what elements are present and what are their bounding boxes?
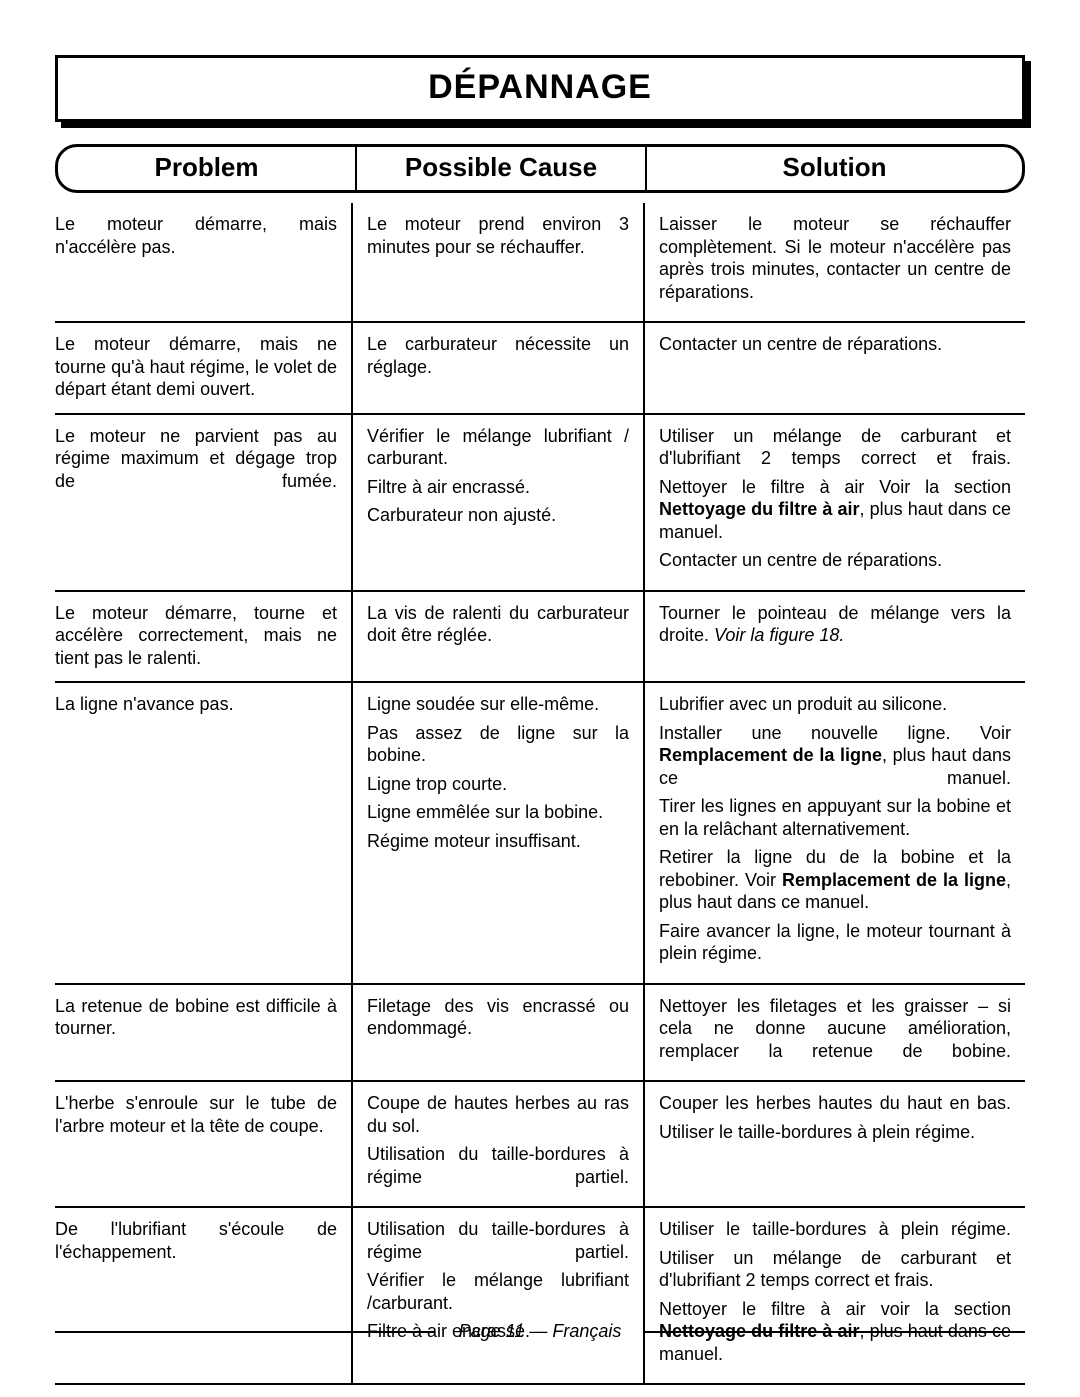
troubleshooting-table: Le moteur démarre, mais n'accélère pas.L… bbox=[55, 203, 1025, 1385]
problem-cell: Le moteur démarre, mais n'accélère pas. bbox=[55, 203, 352, 322]
table-row: L'herbe s'enroule sur le tube de l'arbre… bbox=[55, 1081, 1025, 1207]
solution-cell: Laisser le moteur se réchauffer complète… bbox=[644, 203, 1025, 322]
cause-cell: Filetage des vis encrassé ou endommagé. bbox=[352, 984, 644, 1082]
cause-cell: Vérifier le mélange lubrifiant / carbura… bbox=[352, 414, 644, 591]
table-row: Le moteur démarre, mais n'accélère pas.L… bbox=[55, 203, 1025, 322]
table-row: De l'lubrifiant s'écoule de l'échappemen… bbox=[55, 1207, 1025, 1384]
solution-cell: Nettoyer les filetages et les graisser –… bbox=[644, 984, 1025, 1082]
table-row: Le moteur démarre, mais ne tourne qu'à h… bbox=[55, 322, 1025, 414]
table-row: Le moteur démarre, tourne et accélère co… bbox=[55, 591, 1025, 683]
page-footer: Page 11 — Français bbox=[55, 1321, 1025, 1342]
problem-cell: Le moteur ne parvient pas au régime maxi… bbox=[55, 414, 352, 591]
table-header: Problem Possible Cause Solution bbox=[55, 144, 1025, 193]
table-row: La retenue de bobine est difficile à tou… bbox=[55, 984, 1025, 1082]
cause-cell: Utilisation du taille-bordures à régime … bbox=[352, 1207, 644, 1384]
header-cause: Possible Cause bbox=[355, 147, 647, 190]
section-title: DÉPANNAGE bbox=[58, 68, 1022, 107]
problem-cell: Le moteur démarre, mais ne tourne qu'à h… bbox=[55, 322, 352, 414]
table-row: Le moteur ne parvient pas au régime maxi… bbox=[55, 414, 1025, 591]
problem-cell: La ligne n'avance pas. bbox=[55, 682, 352, 984]
solution-cell: Lubrifier avec un produit au silicone.In… bbox=[644, 682, 1025, 984]
problem-cell: De l'lubrifiant s'écoule de l'échappemen… bbox=[55, 1207, 352, 1384]
cause-cell: Le moteur prend environ 3 minutes pour s… bbox=[352, 203, 644, 322]
header-solution: Solution bbox=[647, 147, 1022, 190]
problem-cell: L'herbe s'enroule sur le tube de l'arbre… bbox=[55, 1081, 352, 1207]
solution-cell: Contacter un centre de réparations. bbox=[644, 322, 1025, 414]
footer-label: Page 11 — Français bbox=[435, 1321, 646, 1342]
solution-cell: Tourner le pointeau de mélange vers la d… bbox=[644, 591, 1025, 683]
solution-cell: Utiliser le taille-bordures à plein régi… bbox=[644, 1207, 1025, 1384]
problem-cell: La retenue de bobine est difficile à tou… bbox=[55, 984, 352, 1082]
cause-cell: Le carburateur nécessite un réglage. bbox=[352, 322, 644, 414]
footer-rule-left bbox=[55, 1331, 435, 1333]
cause-cell: Ligne soudée sur elle-même.Pas assez de … bbox=[352, 682, 644, 984]
footer-rule-right bbox=[645, 1331, 1025, 1333]
problem-cell: Le moteur démarre, tourne et accélère co… bbox=[55, 591, 352, 683]
header-problem: Problem bbox=[58, 147, 355, 190]
cause-cell: Coupe de hautes herbes au ras du sol.Uti… bbox=[352, 1081, 644, 1207]
cause-cell: La vis de ralenti du carburateur doit êt… bbox=[352, 591, 644, 683]
table-row: La ligne n'avance pas.Ligne soudée sur e… bbox=[55, 682, 1025, 984]
solution-cell: Utiliser un mélange de carburant et d'lu… bbox=[644, 414, 1025, 591]
section-title-box: DÉPANNAGE bbox=[55, 55, 1025, 122]
solution-cell: Couper les herbes hautes du haut en bas.… bbox=[644, 1081, 1025, 1207]
